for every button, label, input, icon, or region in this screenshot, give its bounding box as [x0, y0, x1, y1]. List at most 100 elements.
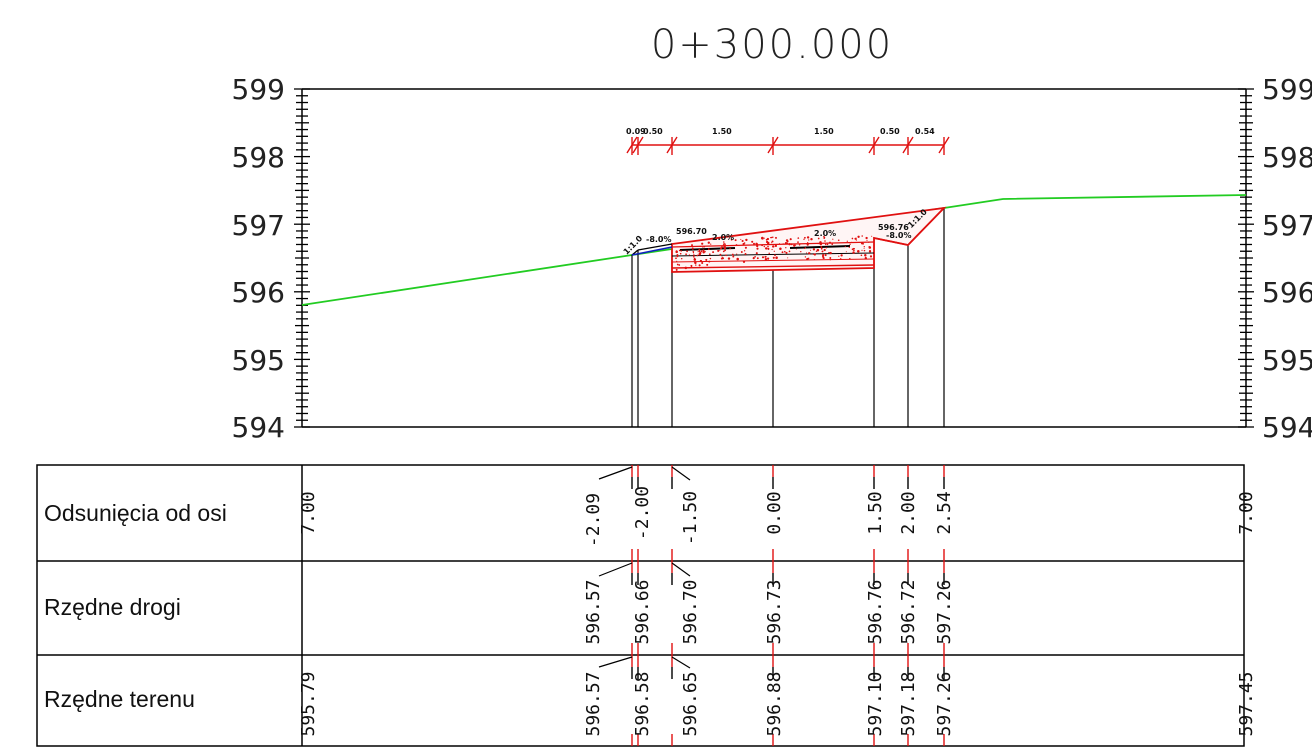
concrete-speckle	[805, 252, 808, 254]
concrete-speckle	[787, 257, 789, 259]
concrete-speckle	[767, 257, 770, 260]
concrete-speckle	[727, 257, 731, 260]
concrete-speckle	[764, 247, 768, 250]
dim-label: 0.50	[643, 127, 663, 136]
axis-label-left: 599	[232, 73, 285, 106]
left-slope-pct: -8.0%	[646, 235, 672, 244]
concrete-speckle	[813, 259, 815, 260]
concrete-speckle	[821, 250, 824, 253]
right-slope-pct: -8.0%	[886, 231, 912, 240]
terrain-elevation-value: 597.18	[898, 671, 919, 736]
data-table	[36, 464, 1245, 747]
concrete-speckle	[852, 251, 855, 254]
concrete-speckle	[763, 245, 766, 248]
concrete-speckle	[860, 242, 864, 245]
concrete-speckle	[829, 259, 831, 261]
road-elevation-value: 596.73	[764, 579, 785, 644]
dimension-slash	[938, 136, 950, 154]
concrete-speckle	[764, 257, 768, 261]
concrete-speckle	[784, 241, 788, 245]
concrete-speckle	[719, 247, 722, 250]
concrete-speckle	[765, 238, 768, 241]
concrete-speckle	[846, 240, 848, 242]
concrete-speckle	[789, 238, 792, 241]
concrete-speckle	[745, 238, 748, 242]
concrete-speckle	[743, 242, 746, 244]
concrete-speckle	[774, 244, 778, 248]
concrete-speckle	[788, 243, 791, 246]
concrete-speckle	[839, 258, 842, 260]
concrete-speckle	[868, 241, 870, 243]
concrete-speckle	[823, 235, 825, 238]
concrete-speckle	[723, 246, 727, 250]
row-label-road-elevations: Rzędne drogi	[44, 594, 181, 620]
concrete-speckle	[699, 245, 701, 248]
dim-label: 0.50	[880, 127, 900, 136]
right-lane-pct: 2.0%	[814, 229, 836, 238]
dim-label: 1.50	[712, 127, 732, 136]
concrete-speckle	[675, 257, 677, 260]
concrete-speckle	[761, 236, 764, 240]
concrete-speckle	[725, 254, 727, 257]
concrete-speckle	[775, 236, 777, 239]
concrete-speckle	[775, 256, 778, 259]
concrete-speckle	[693, 254, 695, 256]
concrete-speckle	[785, 239, 789, 242]
offset-value: 2.54	[934, 491, 955, 534]
axis-label-left: 594	[232, 411, 285, 444]
concrete-speckle	[795, 244, 797, 246]
concrete-speckle	[771, 248, 773, 251]
concrete-speckle	[817, 237, 820, 240]
concrete-speckle	[734, 239, 737, 242]
concrete-speckle	[691, 244, 693, 247]
dimension-slash	[868, 136, 880, 154]
concrete-speckle	[820, 245, 823, 248]
concrete-speckle	[701, 242, 704, 245]
concrete-speckle	[693, 258, 697, 261]
concrete-speckle	[708, 253, 711, 256]
concrete-speckle	[688, 254, 690, 256]
terrain-elevation-value: 597.26	[934, 671, 955, 736]
concrete-speckle	[676, 260, 678, 262]
dim-label: 0.09	[626, 127, 646, 136]
concrete-speckle	[767, 247, 770, 250]
concrete-speckle	[701, 261, 704, 265]
concrete-speckle	[851, 241, 853, 243]
offset-value: -2.00	[632, 486, 653, 540]
dimension-slash	[767, 136, 779, 154]
concrete-speckle	[788, 250, 791, 253]
concrete-speckle	[754, 255, 756, 258]
concrete-speckle	[785, 247, 787, 249]
concrete-speckle	[743, 250, 746, 252]
concrete-speckle	[710, 243, 712, 245]
axis-label-right: 595	[1262, 344, 1312, 377]
concrete-speckle	[817, 243, 819, 245]
concrete-speckle	[798, 244, 801, 246]
axis-label-left: 598	[232, 141, 285, 174]
concrete-speckle	[803, 247, 806, 250]
concrete-speckle	[698, 250, 701, 253]
concrete-speckle	[828, 241, 832, 244]
concrete-speckle	[829, 257, 832, 259]
concrete-speckle	[696, 254, 699, 257]
concrete-speckle	[719, 250, 721, 252]
concrete-speckle	[782, 243, 784, 245]
concrete-speckle	[755, 252, 758, 255]
concrete-speckle	[807, 242, 809, 244]
concrete-speckle	[771, 242, 773, 244]
concrete-speckle	[709, 257, 712, 260]
terrain-elevation-value: 596.58	[632, 671, 653, 736]
concrete-speckle	[724, 243, 726, 246]
concrete-speckle	[706, 263, 709, 266]
concrete-speckle	[675, 250, 678, 254]
concrete-speckle	[849, 243, 851, 245]
axis-label-right: 598	[1262, 141, 1312, 174]
concrete-speckle	[752, 257, 755, 260]
concrete-speckle	[684, 266, 688, 270]
concrete-speckle	[723, 241, 725, 243]
concrete-speckle	[819, 242, 823, 246]
concrete-speckle	[686, 250, 688, 253]
elevation-ticks	[294, 88, 1254, 428]
leader-lines	[598, 466, 691, 669]
